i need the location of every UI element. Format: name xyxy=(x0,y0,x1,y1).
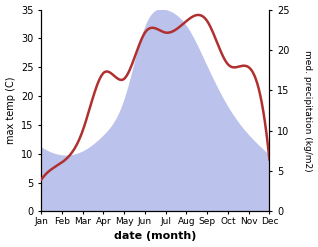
Y-axis label: max temp (C): max temp (C) xyxy=(5,77,16,144)
X-axis label: date (month): date (month) xyxy=(114,231,197,242)
Y-axis label: med. precipitation (kg/m2): med. precipitation (kg/m2) xyxy=(303,50,313,171)
